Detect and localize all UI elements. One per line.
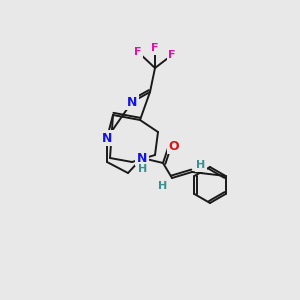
Text: N: N [137,152,147,164]
Text: F: F [134,47,142,57]
Text: H: H [196,160,206,170]
Text: H: H [158,181,168,191]
Text: N: N [127,95,137,109]
Text: N: N [102,131,112,145]
Text: F: F [168,50,176,60]
Text: H: H [138,164,148,174]
Text: O: O [169,140,179,152]
Text: F: F [151,43,159,53]
